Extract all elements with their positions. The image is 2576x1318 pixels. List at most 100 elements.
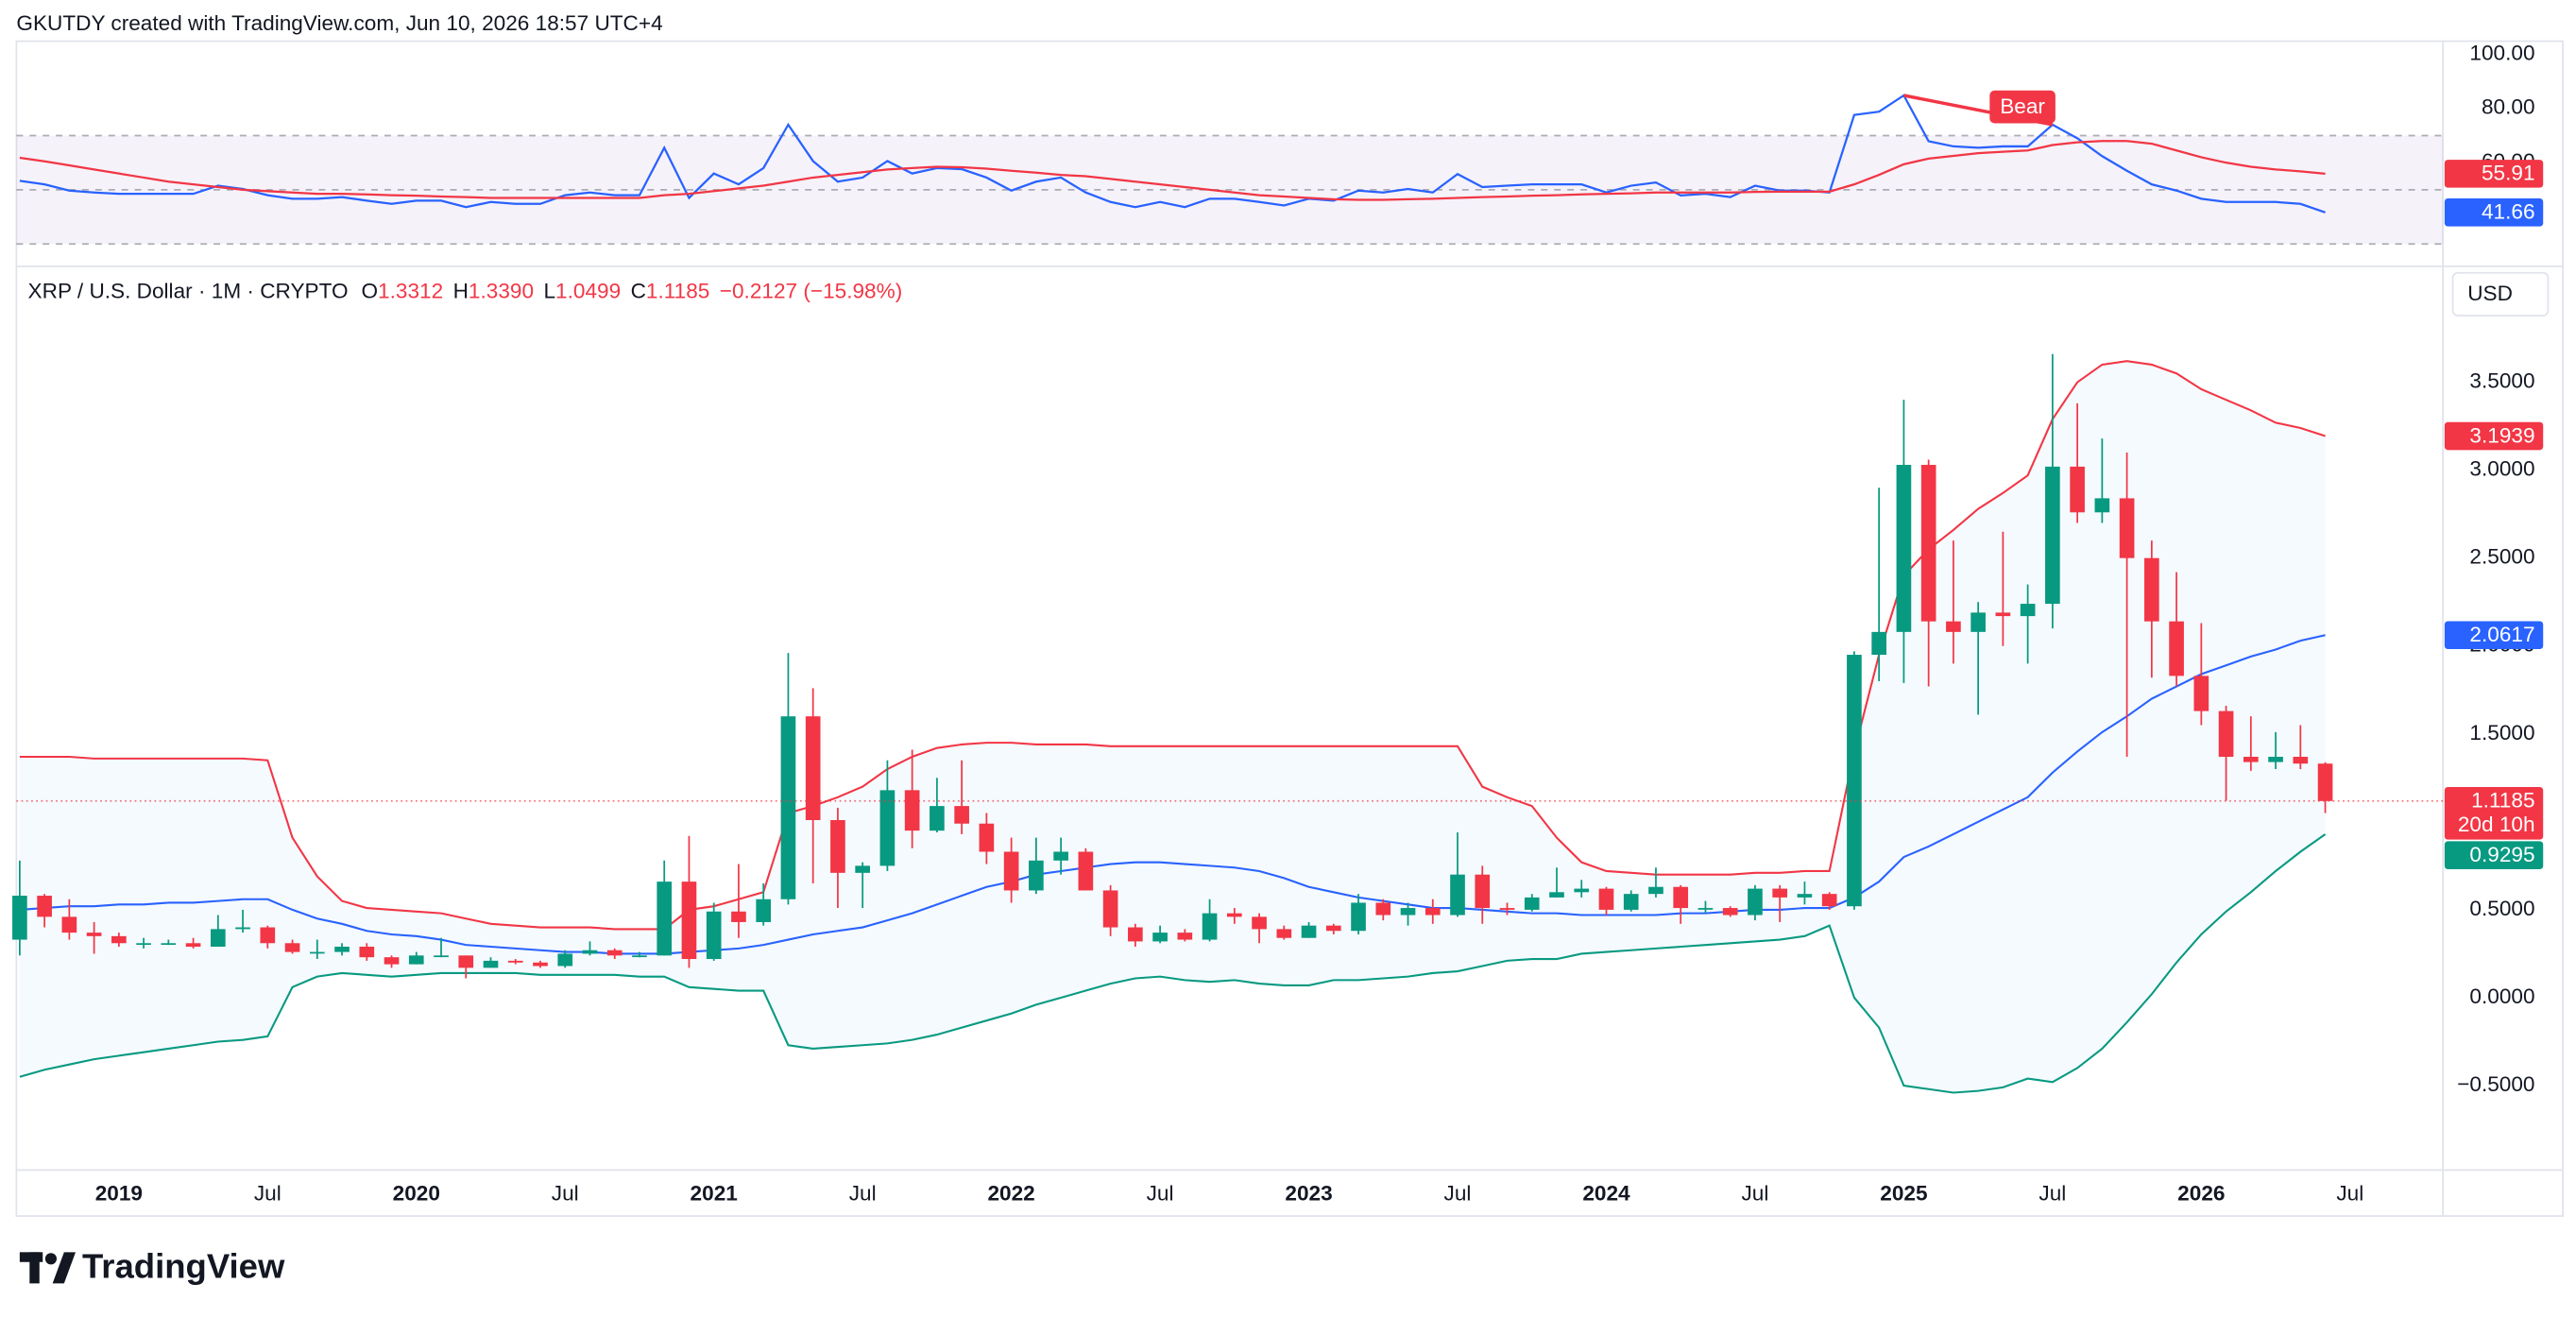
candle-body [756, 899, 772, 922]
legend-key: O [361, 280, 378, 303]
rsi-line [19, 140, 2326, 201]
candle-body [161, 943, 177, 946]
candle-body [1053, 851, 1068, 861]
bollinger-line [19, 634, 2326, 955]
candle-body [1325, 925, 1341, 932]
candle-body [86, 933, 102, 936]
logo-shape [29, 1252, 40, 1284]
candle-body [1128, 927, 1143, 942]
symbol: XRP / U.S. Dollar · 1M · CRYPTO [28, 280, 349, 303]
time-tick-label: 2022 [987, 1181, 1034, 1205]
candle-body [2094, 498, 2110, 513]
time-tick-label: 2023 [1285, 1181, 1332, 1205]
candle-body [1252, 916, 1267, 930]
candle-body [657, 882, 673, 956]
candle-body [1995, 612, 2011, 617]
legend-key: L [543, 280, 555, 303]
band-last-value-box [2444, 621, 2544, 650]
band-last-value: 2.0617 [2469, 623, 2534, 646]
candle-body [2293, 756, 2309, 764]
legend-value: 1.3390 [469, 280, 534, 303]
legend-value: 1.3312 [378, 280, 443, 303]
time-tick-label: 2021 [691, 1181, 738, 1205]
currency-box [2451, 271, 2550, 317]
price-tick-label: 3.0000 [2469, 457, 2534, 481]
divergence-label: Bear [2000, 94, 2045, 118]
candle-body [1920, 465, 1936, 622]
candle-body [979, 823, 995, 852]
price-tick-label: 1.5000 [2469, 721, 2534, 745]
time-tick-label: Jul [1147, 1181, 1174, 1205]
candle-body [1301, 925, 1317, 938]
candle-body [1623, 894, 1639, 910]
candle-body [904, 790, 920, 831]
band-last-value-box [2444, 421, 2544, 451]
divergence-box [1989, 90, 2056, 124]
price-tick-label: −0.5000 [2457, 1072, 2534, 1096]
candle-body [533, 962, 548, 967]
logo-shape [44, 1253, 58, 1265]
price-tick-label: 2.5000 [2469, 545, 2534, 569]
candle-body [12, 896, 27, 940]
logo-text: TradingView [82, 1246, 285, 1285]
candle-body [111, 935, 127, 944]
candle-body [1871, 631, 1886, 656]
time-tick-label: Jul [1444, 1181, 1472, 1205]
currency: USD [2467, 282, 2513, 305]
candle-body [507, 960, 523, 963]
time-tick-label: Jul [1741, 1181, 1768, 1205]
legend-value: 1.1185 [646, 280, 709, 303]
candle-body [1424, 908, 1441, 916]
candle-body [260, 927, 276, 944]
time-tick-label: Jul [2336, 1181, 2363, 1205]
candle-body [1847, 655, 1862, 907]
candle-body [1003, 851, 1019, 891]
candle-body [1029, 860, 1044, 891]
candle-body [855, 865, 870, 873]
candle-body [2020, 604, 2036, 617]
candle-body [557, 953, 573, 967]
candle-body [1276, 929, 1292, 938]
candle-body [483, 960, 499, 968]
candle-body [1475, 874, 1491, 909]
candle-body [1499, 908, 1515, 910]
candle-body [632, 955, 647, 958]
candle-body [210, 929, 226, 948]
logo-icon [19, 1252, 77, 1284]
candle-body [606, 950, 623, 956]
candle-body [1226, 913, 1242, 917]
candle-body [1772, 888, 1788, 898]
time-tick-label: 2019 [95, 1181, 143, 1205]
legend-value: 1.0499 [555, 280, 621, 303]
candle-body [1574, 888, 1590, 893]
candle-body [2193, 676, 2209, 711]
candle-body [1351, 902, 1366, 932]
credit: GKUTDY created with TradingView.com, Jun… [16, 11, 662, 35]
candle-body [1673, 886, 1689, 909]
band-last-value: 3.1939 [2469, 423, 2534, 447]
countdown: 20d 10h [2458, 813, 2535, 836]
candle-body [1450, 874, 1465, 916]
candle-body [185, 943, 201, 948]
candle-body [2045, 466, 2060, 605]
time-tick-label: Jul [2039, 1181, 2066, 1205]
candle-body [1896, 465, 1912, 632]
candle-body [284, 943, 300, 952]
rsi-last-value: 55.91 [2482, 162, 2535, 185]
legend-key: H [453, 280, 469, 303]
candle-body [1177, 933, 1193, 940]
rsi-line [19, 94, 2326, 214]
candle-body [1375, 902, 1391, 916]
candle-body [1970, 612, 1986, 632]
candle-body [1400, 908, 1416, 916]
candle-body [731, 911, 746, 922]
time-tick-label: 2026 [2177, 1181, 2225, 1205]
candle-body [2169, 621, 2184, 676]
price-tick-label: 0.5000 [2469, 897, 2534, 920]
candle-body [681, 882, 697, 960]
candle-body [2268, 756, 2283, 762]
candle-body [235, 927, 250, 930]
legend-key: C [631, 280, 646, 303]
candle-body [805, 716, 821, 820]
